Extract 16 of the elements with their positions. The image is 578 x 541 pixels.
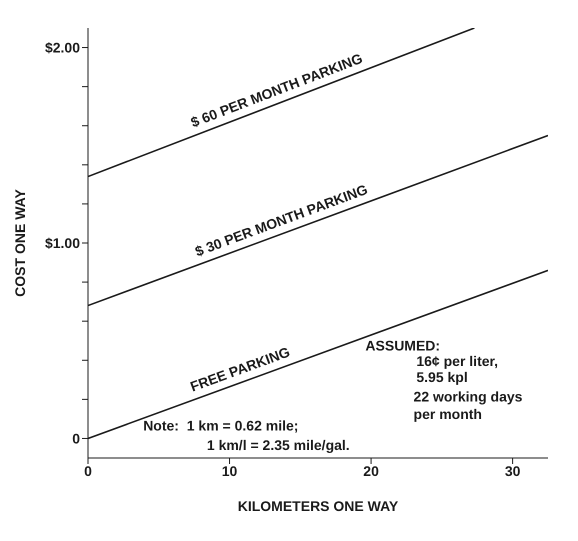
x-tick-label: 20 (363, 462, 380, 479)
x-tick-label: 30 (504, 462, 521, 479)
annotation: ASSUMED: (365, 338, 440, 354)
x-tick-label: 10 (222, 462, 238, 479)
annotation: per month (414, 406, 482, 422)
annotation: Note: 1 km = 0.62 mile; (143, 418, 298, 434)
y-axis-title: COST ONE WAY (12, 188, 28, 297)
y-tick-label: 0 (72, 430, 80, 446)
x-axis-title: KILOMETERS ONE WAY (238, 498, 399, 514)
y-tick-label: $2.00 (44, 40, 80, 56)
y-tick-label: $1.00 (44, 234, 80, 251)
annotation: 5.95 kpl (416, 368, 468, 385)
annotation: 22 working days (414, 388, 523, 404)
annotation: 16¢ per liter, (416, 353, 498, 370)
x-tick-label: 0 (84, 462, 92, 479)
annotation: 1 km/l = 2.35 mile/gal. (206, 437, 350, 454)
